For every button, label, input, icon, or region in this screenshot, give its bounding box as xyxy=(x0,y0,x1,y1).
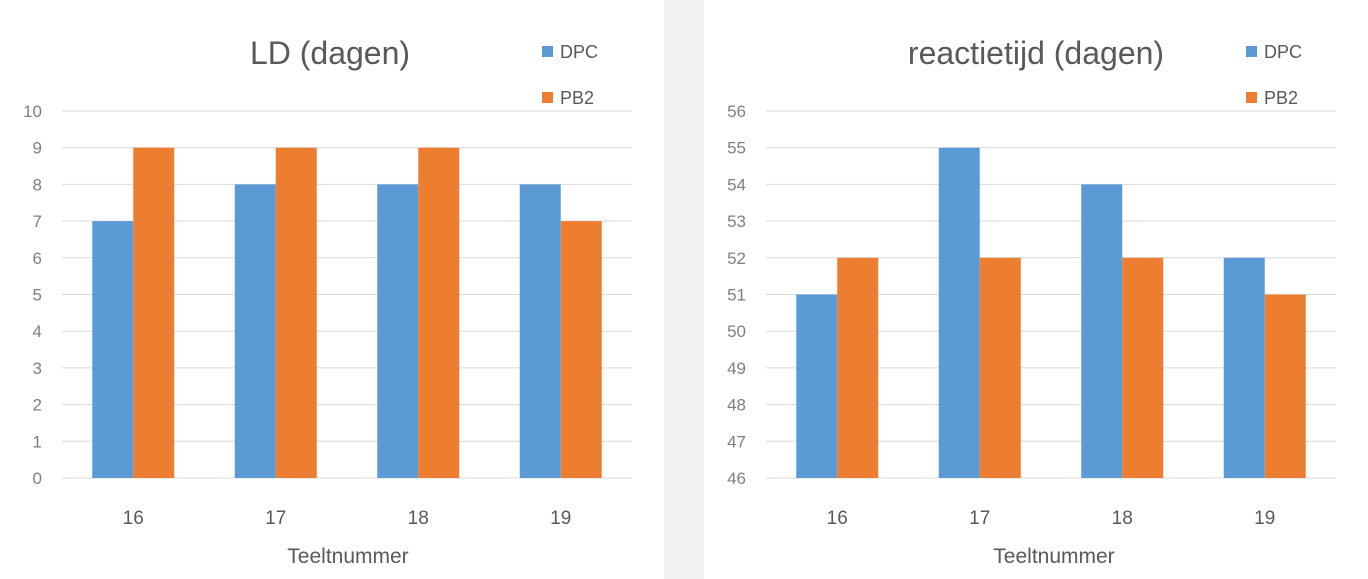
legend-label-dpc: DPC xyxy=(560,42,598,62)
x-tick-label: 18 xyxy=(408,508,429,529)
legend-swatch-pb2 xyxy=(1246,92,1257,103)
x-tick-label: 17 xyxy=(265,508,286,529)
y-tick-label: 55 xyxy=(727,139,746,158)
legend-swatch-pb2 xyxy=(542,92,553,103)
y-tick-label: 10 xyxy=(23,102,42,121)
bar-pb2-18 xyxy=(1122,257,1164,478)
y-tick-label: 8 xyxy=(33,175,42,194)
bar-dpc-19 xyxy=(1223,257,1265,478)
y-tick-label: 4 xyxy=(33,322,42,341)
bar-pb2-16 xyxy=(133,147,175,478)
bar-pb2-17 xyxy=(275,147,317,478)
bar-dpc-16 xyxy=(92,221,134,478)
y-tick-label: 48 xyxy=(727,396,746,415)
y-tick-label: 6 xyxy=(33,249,42,268)
y-tick-label: 7 xyxy=(33,212,42,231)
x-axis-label: Teeltnummer xyxy=(993,545,1114,568)
x-tick-label: 19 xyxy=(1254,508,1275,529)
chart-panel-ld: LD (dagen) Teeltnummer 0 1 2 3 4 5 6 7 8 9 10 16 17 1… xyxy=(0,0,664,579)
y-tick-label: 2 xyxy=(33,396,42,415)
x-tick-label: 16 xyxy=(123,508,144,529)
legend-label-dpc: DPC xyxy=(1264,42,1302,62)
legend-label-pb2: PB2 xyxy=(560,88,594,108)
y-tick-label: 0 xyxy=(33,469,42,488)
bar-pb2-19 xyxy=(560,221,602,478)
bar-dpc-18 xyxy=(377,184,419,478)
legend-label-pb2: PB2 xyxy=(1264,88,1298,108)
chart-panel-reactietijd: reactietijd (dagen) Teeltnummer 46 47 48 49… xyxy=(704,0,1368,579)
y-tick-label: 52 xyxy=(727,249,746,268)
y-tick-label: 46 xyxy=(727,469,746,488)
x-tick-label: 17 xyxy=(969,508,990,529)
y-tick-label: 56 xyxy=(727,102,746,121)
y-tick-label: 9 xyxy=(33,139,42,158)
legend-swatch-dpc xyxy=(1246,46,1257,57)
x-tick-label: 16 xyxy=(827,508,848,529)
bar-dpc-17 xyxy=(938,147,980,478)
y-tick-label: 51 xyxy=(727,286,746,305)
bar-dpc-17 xyxy=(234,184,276,478)
panel-divider xyxy=(664,0,704,579)
bar-dpc-16 xyxy=(796,294,838,478)
chart-title: LD (dagen) xyxy=(250,35,410,71)
bar-pb2-18 xyxy=(418,147,460,478)
x-axis-label: Teeltnummer xyxy=(287,545,408,568)
bar-pb2-16 xyxy=(837,257,879,478)
bar-pb2-17 xyxy=(979,257,1021,478)
legend: DPC PB2 xyxy=(1246,42,1302,108)
y-tick-label: 50 xyxy=(727,322,746,341)
y-tick-label: 54 xyxy=(727,175,746,194)
y-tick-label: 5 xyxy=(33,286,42,305)
legend-swatch-dpc xyxy=(542,46,553,57)
y-tick-label: 49 xyxy=(727,359,746,378)
chart-title: reactietijd (dagen) xyxy=(908,35,1164,71)
legend: DPC PB2 xyxy=(542,42,598,108)
bar-dpc-19 xyxy=(519,184,561,478)
y-tick-label: 53 xyxy=(727,212,746,231)
y-tick-label: 3 xyxy=(33,359,42,378)
x-tick-label: 18 xyxy=(1112,508,1133,529)
bar-dpc-18 xyxy=(1081,184,1123,478)
y-tick-label: 1 xyxy=(33,432,42,451)
chart-ld-svg: LD (dagen) Teeltnummer 0 1 2 3 4 5 6 7 8 9 10 16 17 1… xyxy=(23,35,632,568)
bar-pb2-19 xyxy=(1264,294,1306,478)
x-tick-label: 19 xyxy=(550,508,571,529)
chart-reactietijd-svg: reactietijd (dagen) Teeltnummer 46 47 48 49… xyxy=(727,35,1336,568)
y-tick-label: 47 xyxy=(727,432,746,451)
